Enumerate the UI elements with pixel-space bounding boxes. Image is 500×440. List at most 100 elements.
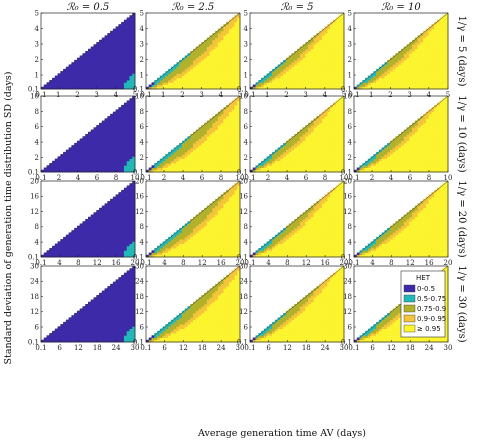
heat-cell	[330, 48, 334, 52]
heat-cell	[129, 84, 133, 88]
heat-cell	[324, 48, 328, 52]
x-tick-label: 4	[219, 91, 224, 99]
heat-cell	[206, 120, 210, 124]
heat-cell	[277, 75, 281, 79]
heat-cell	[319, 73, 323, 76]
heat-cell	[269, 84, 273, 88]
heat-cell	[220, 33, 224, 36]
heat-cell	[85, 66, 89, 70]
heat-cell	[378, 86, 383, 90]
heat-cell	[359, 82, 363, 85]
heat-cell	[217, 59, 222, 63]
heat-cell	[401, 131, 405, 135]
heat-cell	[274, 86, 279, 90]
heat-cell	[43, 86, 47, 90]
heat-cell	[406, 62, 410, 65]
heat-cell	[57, 84, 61, 88]
heat-cell	[101, 84, 105, 88]
heat-cell	[316, 59, 320, 63]
heat-cell	[319, 75, 323, 79]
y-tick-label: 2	[140, 56, 144, 64]
heat-cell	[129, 59, 133, 63]
heat-cell	[316, 75, 320, 79]
heat-cell	[335, 35, 339, 38]
heat-cell	[198, 46, 202, 50]
heat-cell	[431, 71, 435, 74]
heat-cell	[181, 64, 186, 68]
heat-cell	[126, 44, 130, 47]
heat-cell	[193, 64, 197, 68]
heat-cell	[90, 73, 94, 76]
y-tick-label: 2	[244, 56, 248, 64]
heat-cell	[425, 33, 430, 36]
heat-cell	[406, 44, 410, 47]
heat-cell	[319, 77, 323, 81]
heat-cell	[63, 71, 67, 74]
heat-cell	[168, 84, 172, 88]
heat-cell	[190, 57, 194, 61]
heat-cell	[431, 37, 435, 41]
heat-cell	[204, 82, 208, 85]
heat-cell	[162, 86, 166, 90]
heat-cell	[162, 84, 166, 88]
heat-cell	[88, 131, 92, 135]
heat-cell	[85, 59, 89, 63]
heat-cell	[338, 17, 342, 21]
heat-cell	[165, 154, 169, 157]
heat-cell	[237, 37, 241, 41]
heat-cell	[198, 71, 202, 74]
heat-cell	[384, 84, 388, 88]
heat-cell	[126, 82, 130, 85]
heat-cell	[110, 75, 114, 79]
heat-cell	[338, 71, 342, 74]
heat-cell	[310, 62, 314, 65]
heat-cell	[231, 26, 235, 30]
heat-cell	[132, 57, 136, 61]
heat-cell	[434, 57, 438, 61]
heat-cell	[112, 44, 117, 47]
heat-cell	[107, 35, 111, 38]
heat-cell	[237, 17, 241, 21]
heat-cell	[308, 77, 312, 81]
heat-cell	[434, 80, 438, 83]
heat-cell	[101, 73, 105, 76]
y-tick-label: 5	[244, 9, 248, 17]
heat-cell	[63, 77, 67, 81]
heat-cell	[110, 46, 114, 50]
heat-cell	[297, 68, 301, 72]
heat-cell	[121, 51, 125, 54]
heat-cell	[126, 33, 130, 36]
y-tick-label: 0.1	[341, 168, 352, 176]
heat-cell	[96, 77, 100, 81]
heat-cell	[234, 75, 238, 79]
heat-cell	[110, 68, 114, 72]
heat-cell	[258, 82, 262, 85]
heat-cell	[187, 57, 191, 61]
heat-cell	[184, 66, 188, 70]
heat-cell	[302, 62, 306, 65]
heat-cell	[112, 30, 117, 34]
heat-cell	[46, 82, 50, 85]
heat-cell	[316, 68, 320, 72]
heat-cell	[71, 75, 75, 79]
heat-cell	[228, 75, 233, 79]
heat-cell	[123, 35, 128, 38]
heat-cell	[425, 59, 430, 63]
heat-cell	[392, 68, 396, 72]
heat-cell	[184, 80, 188, 83]
heat-cell	[291, 73, 295, 76]
x-tick-label: 5	[133, 91, 137, 99]
heat-cell	[46, 165, 50, 168]
heat-cell	[82, 53, 86, 56]
heat-cell	[431, 48, 435, 52]
heat-cell	[126, 53, 130, 56]
heat-cell	[310, 71, 314, 74]
heat-cell	[428, 73, 432, 76]
heat-cell	[220, 82, 224, 85]
heat-cell	[442, 15, 446, 18]
heat-cell	[412, 68, 416, 72]
heat-cell	[428, 64, 432, 68]
heat-cell	[436, 68, 441, 72]
heat-cell	[118, 42, 122, 45]
heat-cell	[162, 75, 166, 79]
